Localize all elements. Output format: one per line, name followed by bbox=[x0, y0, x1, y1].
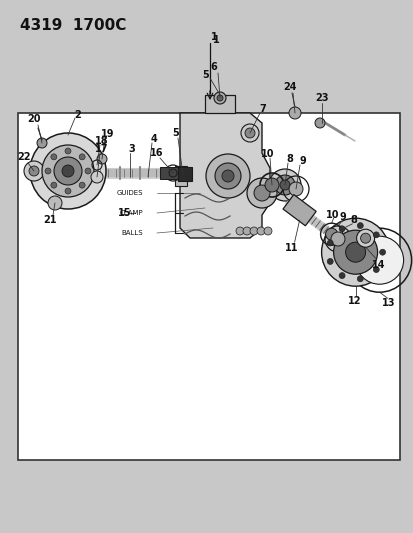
Bar bbox=[178, 167, 192, 181]
Text: 1: 1 bbox=[212, 35, 219, 45]
Circle shape bbox=[45, 168, 51, 174]
Circle shape bbox=[254, 185, 269, 201]
Circle shape bbox=[256, 227, 264, 235]
Circle shape bbox=[206, 154, 249, 198]
Circle shape bbox=[338, 272, 344, 279]
Circle shape bbox=[214, 92, 225, 104]
Circle shape bbox=[221, 170, 233, 182]
Text: 22: 22 bbox=[17, 152, 31, 162]
Text: BALLS: BALLS bbox=[121, 230, 142, 236]
Circle shape bbox=[268, 169, 300, 201]
Circle shape bbox=[328, 228, 360, 260]
Text: 20: 20 bbox=[27, 114, 40, 124]
Circle shape bbox=[30, 133, 106, 209]
Text: 19: 19 bbox=[101, 129, 114, 139]
Circle shape bbox=[91, 171, 103, 183]
Text: 17: 17 bbox=[95, 144, 109, 154]
Circle shape bbox=[274, 175, 294, 195]
Circle shape bbox=[314, 118, 324, 128]
Text: GUIDES: GUIDES bbox=[116, 190, 142, 196]
Bar bbox=[204, 95, 235, 113]
Text: 9: 9 bbox=[299, 156, 306, 166]
Text: 4319  1700C: 4319 1700C bbox=[20, 18, 126, 33]
Text: 10: 10 bbox=[325, 210, 339, 220]
Circle shape bbox=[263, 227, 271, 235]
Text: CLAMP: CLAMP bbox=[119, 210, 142, 216]
Circle shape bbox=[85, 168, 91, 174]
Circle shape bbox=[356, 229, 374, 247]
Circle shape bbox=[288, 182, 302, 196]
Circle shape bbox=[338, 226, 344, 232]
Circle shape bbox=[356, 276, 363, 282]
Text: 14: 14 bbox=[371, 260, 385, 270]
Circle shape bbox=[247, 178, 276, 208]
Circle shape bbox=[330, 232, 344, 246]
Circle shape bbox=[29, 166, 39, 176]
Circle shape bbox=[42, 145, 94, 197]
Circle shape bbox=[373, 266, 378, 272]
Circle shape bbox=[356, 223, 363, 229]
Circle shape bbox=[249, 227, 257, 235]
Circle shape bbox=[51, 182, 57, 188]
Circle shape bbox=[242, 227, 250, 235]
Circle shape bbox=[48, 196, 62, 210]
Circle shape bbox=[62, 165, 74, 177]
Text: 4: 4 bbox=[150, 134, 157, 144]
Circle shape bbox=[65, 188, 71, 194]
Text: 10: 10 bbox=[261, 149, 274, 159]
Polygon shape bbox=[180, 113, 269, 238]
Text: 16: 16 bbox=[150, 148, 164, 158]
Text: 13: 13 bbox=[381, 298, 395, 308]
Circle shape bbox=[321, 218, 389, 286]
Text: 8: 8 bbox=[286, 154, 293, 164]
Text: 1: 1 bbox=[210, 32, 217, 42]
Circle shape bbox=[97, 154, 107, 164]
Circle shape bbox=[214, 163, 240, 189]
Circle shape bbox=[37, 138, 47, 148]
Text: 24: 24 bbox=[282, 82, 296, 92]
Text: 8: 8 bbox=[350, 215, 356, 225]
Bar bbox=[18, 113, 399, 460]
Circle shape bbox=[79, 154, 85, 160]
Bar bbox=[175, 166, 187, 186]
Circle shape bbox=[326, 259, 332, 264]
Text: 11: 11 bbox=[284, 243, 298, 253]
Circle shape bbox=[264, 178, 278, 192]
Circle shape bbox=[65, 148, 71, 154]
Text: 15: 15 bbox=[118, 208, 131, 218]
Circle shape bbox=[345, 242, 365, 262]
Circle shape bbox=[54, 157, 82, 185]
Text: 7: 7 bbox=[259, 104, 266, 114]
Circle shape bbox=[244, 128, 254, 138]
Text: 3: 3 bbox=[128, 144, 135, 154]
Circle shape bbox=[373, 232, 378, 238]
Text: 18: 18 bbox=[95, 136, 109, 146]
Bar bbox=[282, 195, 316, 226]
Text: 6: 6 bbox=[210, 62, 217, 72]
Circle shape bbox=[379, 249, 385, 255]
Circle shape bbox=[279, 180, 289, 190]
Circle shape bbox=[79, 182, 85, 188]
Circle shape bbox=[51, 154, 57, 160]
Circle shape bbox=[355, 236, 403, 284]
Text: 5: 5 bbox=[172, 128, 179, 138]
Circle shape bbox=[235, 227, 243, 235]
Text: 2: 2 bbox=[74, 110, 81, 120]
Text: 23: 23 bbox=[314, 93, 328, 103]
Circle shape bbox=[325, 228, 337, 240]
Text: 9: 9 bbox=[339, 212, 346, 222]
Circle shape bbox=[333, 230, 377, 274]
Text: 5: 5 bbox=[202, 70, 209, 80]
Circle shape bbox=[240, 124, 259, 142]
Bar bbox=[159, 167, 178, 179]
Text: 21: 21 bbox=[43, 215, 57, 225]
Text: 12: 12 bbox=[347, 296, 361, 306]
Circle shape bbox=[288, 107, 300, 119]
Circle shape bbox=[24, 161, 44, 181]
Circle shape bbox=[326, 240, 332, 246]
Circle shape bbox=[360, 233, 370, 243]
Circle shape bbox=[216, 95, 223, 101]
